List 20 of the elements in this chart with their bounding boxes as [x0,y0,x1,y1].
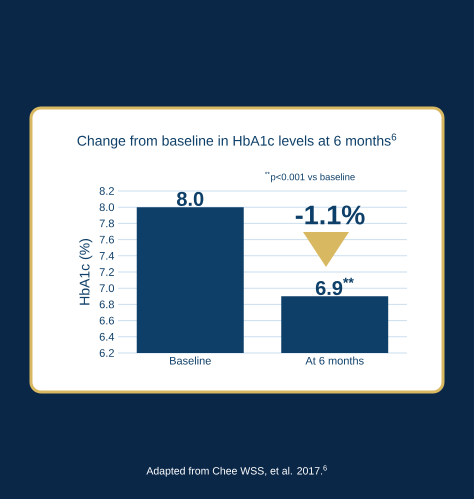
y-tick-label: 7.8 [100,220,114,228]
y-tick-label: 6.6 [100,316,114,324]
y-axis-title: HbA1c (%) [79,239,92,305]
data-label: 6.9$^{**}$ [316,278,354,296]
y-tick-label: 6.2 [100,349,114,357]
chart-title: Change from baseline in HbA1c levels at 6 months$^{6}$ [78,134,396,148]
y-tick-label: 7.6 [100,236,114,244]
x-tick-label: Baseline [170,356,211,365]
annotation: -1.1% [296,206,365,224]
text: $^{**}$p<0.001 vs baseline [264,172,355,182]
y-tick-label: 6.4 [100,332,114,341]
y-tick-label: 7.2 [100,268,114,276]
data-label: 8.0 [176,192,204,206]
y-tick-label: 8.2 [100,187,114,195]
y-tick-label: 7.4 [100,252,114,260]
y-tick-label: 6.8 [100,300,114,308]
y-tick-label: 8.0 [100,203,114,212]
text: Adapted from Chee WSS, et al. 2017.$^{6}$ [146,465,327,477]
x-tick-label: At 6 months [305,356,364,365]
y-tick-label: 7.0 [100,284,114,292]
